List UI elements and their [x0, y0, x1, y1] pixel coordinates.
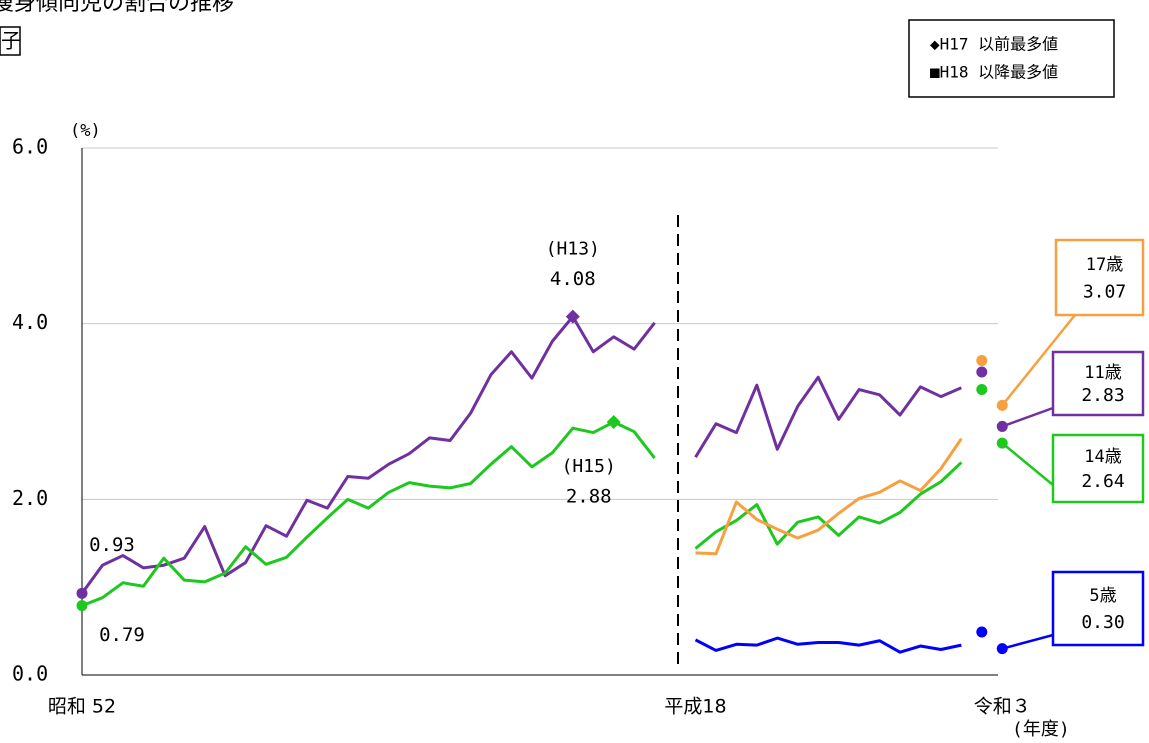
callout-leader [1001, 406, 1054, 428]
record-marker [606, 415, 621, 430]
legend-note: ◆H17 以前最多値 [930, 35, 1058, 54]
data-label: 4.08 [550, 268, 596, 290]
y-tick-label: 6.0 [12, 135, 48, 159]
point-marker [976, 626, 988, 638]
data-label: 0.93 [89, 534, 135, 556]
y-tick-label: 2.0 [12, 486, 48, 510]
legend-label: 14歳 [1084, 447, 1121, 467]
annotation: (H15) [562, 456, 616, 477]
y-tick-label: 0.0 [12, 662, 48, 686]
chart-subtitle: 子 [1, 29, 21, 53]
point-marker [976, 366, 988, 378]
x-tick-label: 令和３ [974, 696, 1031, 718]
series-line [694, 461, 963, 550]
x-tick-label: 昭和 52 [48, 696, 116, 718]
callout-box [1051, 350, 1145, 417]
point-marker [76, 587, 88, 599]
callout-leader [1001, 314, 1076, 407]
callout-box [1051, 433, 1145, 504]
y-tick-label: 4.0 [12, 310, 48, 334]
point-marker [76, 600, 88, 612]
callout-box [1051, 570, 1145, 647]
legend-note: ■H18 以降最多値 [930, 63, 1058, 82]
callout-box [1054, 238, 1145, 317]
chart-title: 痩身傾向児の割合の推移 [0, 0, 234, 16]
subtitle-box [0, 26, 21, 56]
series-line [81, 420, 656, 608]
data-label: 2.83 [1081, 385, 1124, 406]
data-label: 3.07 [1083, 282, 1126, 303]
x-tick-label: 平成18 [664, 696, 726, 718]
series-line [694, 375, 962, 458]
point-marker [976, 355, 988, 367]
y-axis-label: (%) [70, 121, 101, 141]
series-line [80, 315, 656, 595]
data-label: 0.30 [1081, 612, 1124, 633]
legend-box [908, 19, 1115, 98]
legend-label: 5歳 [1089, 586, 1116, 606]
data-label: 0.79 [99, 624, 145, 646]
x-axis-label: (年度) [1012, 719, 1070, 740]
series-line [694, 636, 962, 654]
legend-label: 11歳 [1084, 363, 1121, 383]
callout-leader [1001, 442, 1054, 486]
point-marker [976, 384, 988, 396]
record-marker [565, 309, 580, 324]
data-label: 2.88 [566, 486, 612, 508]
callout-leader [1001, 633, 1054, 650]
annotation: (H13) [546, 239, 600, 260]
legend-label: 17歳 [1086, 255, 1123, 275]
data-label: 2.64 [1081, 471, 1124, 492]
series-line [695, 437, 963, 556]
